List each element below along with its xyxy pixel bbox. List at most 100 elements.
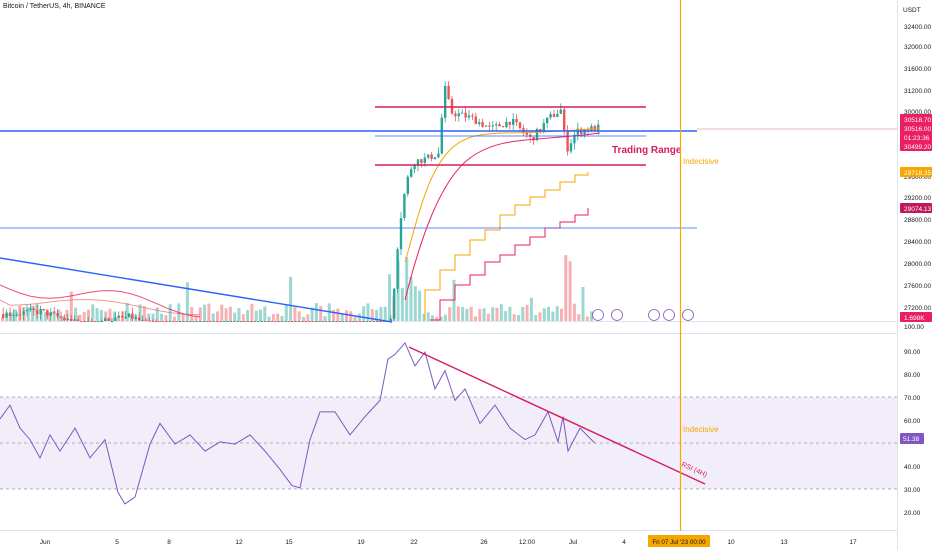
candle-body xyxy=(195,321,199,322)
price-tick-label: 29200.00 xyxy=(904,195,931,202)
volume-bar xyxy=(185,282,189,321)
candle-body xyxy=(127,313,131,318)
candle-body xyxy=(49,312,52,316)
volume-bar xyxy=(164,315,168,321)
volume-bar xyxy=(69,291,73,321)
time-tick-label: Jul xyxy=(569,539,578,546)
candle-body xyxy=(338,321,341,322)
volume-bar xyxy=(534,315,538,321)
volume-bar xyxy=(78,314,82,321)
rsi-tick-label: 30.00 xyxy=(904,487,921,494)
volume-bar xyxy=(538,312,542,321)
rsi-current-badge xyxy=(900,433,924,444)
volume-bar xyxy=(173,316,176,321)
candle-body xyxy=(471,115,474,117)
candle-body xyxy=(100,321,103,322)
volume-bar xyxy=(104,311,108,321)
volume-bar xyxy=(211,313,215,321)
volume-bar xyxy=(474,316,477,321)
candle-body xyxy=(87,320,90,322)
candle-body xyxy=(437,153,440,158)
candle-body xyxy=(155,321,158,322)
price-tick-label: 28000.00 xyxy=(904,261,931,268)
candle-body xyxy=(321,321,324,322)
candle-body xyxy=(348,321,352,322)
time-tick-label: 22 xyxy=(410,539,418,546)
candle-body xyxy=(212,321,216,322)
candle-body xyxy=(484,125,488,127)
time-tick-label: 17 xyxy=(849,539,857,546)
candle-body xyxy=(134,317,137,319)
volume-bar xyxy=(1,317,4,321)
stepped-line-orange xyxy=(424,172,589,320)
rsi-line xyxy=(0,341,596,505)
candle-body xyxy=(274,321,277,322)
volume-bar xyxy=(155,307,159,321)
trend-line xyxy=(0,257,393,323)
candle-body xyxy=(583,129,586,134)
candle-body xyxy=(209,321,212,322)
indecisive-label: Indecisive xyxy=(683,157,719,166)
candle-body xyxy=(36,310,39,315)
candle-body xyxy=(93,321,97,322)
volume-bar xyxy=(332,309,336,321)
time-tick-label: 8 xyxy=(167,539,171,546)
volume-bar xyxy=(560,308,563,321)
candle-body xyxy=(457,113,460,117)
candle-body xyxy=(518,122,522,128)
volume-bar xyxy=(310,307,314,321)
candle-body xyxy=(175,321,178,322)
price-badge xyxy=(900,312,932,322)
candle-body xyxy=(144,319,148,321)
volume-bar xyxy=(241,314,245,321)
trading-range-label: Trading Range xyxy=(612,145,682,156)
volume-bar xyxy=(353,316,357,321)
event-icon xyxy=(648,309,660,321)
candle-body xyxy=(223,321,226,322)
volume-bar xyxy=(379,306,383,321)
volume-bar xyxy=(551,311,555,321)
candle-body xyxy=(138,317,141,321)
volume-bar xyxy=(31,305,35,321)
candle-body xyxy=(389,318,392,321)
stepped-line-red xyxy=(430,208,589,321)
candle-body xyxy=(328,321,331,322)
candle-body xyxy=(63,317,66,321)
candle-body xyxy=(172,321,175,322)
volume-bar xyxy=(375,310,379,321)
volume-bar xyxy=(302,316,305,321)
time-tick-label: 12:00 xyxy=(519,539,536,546)
volume-bar xyxy=(542,308,546,321)
candle-body xyxy=(301,321,304,322)
volume-bar xyxy=(276,313,280,321)
volume-bar xyxy=(568,261,572,321)
candle-body xyxy=(467,115,471,118)
rsi-tick-label: 40.00 xyxy=(904,464,921,471)
candle-body xyxy=(423,157,426,163)
candle-body xyxy=(270,321,273,322)
candle-body xyxy=(304,321,307,322)
price-tick-label: 31200.00 xyxy=(904,88,931,95)
candle-body xyxy=(498,124,501,127)
price-tick-label: 28400.00 xyxy=(904,239,931,246)
price-badge xyxy=(900,123,932,133)
volume-bar xyxy=(147,313,151,321)
volume-bar xyxy=(263,306,267,321)
candle-body xyxy=(83,321,86,322)
volume-bar xyxy=(65,309,69,321)
candle-body xyxy=(474,116,477,125)
volume-bar xyxy=(340,313,344,321)
volume-bar xyxy=(525,304,529,321)
candle-body xyxy=(56,313,59,317)
symbol-title: Bitcoin / TetherUS, 4h, BINANCE xyxy=(3,3,106,10)
candle-body xyxy=(342,321,345,322)
volume-bar xyxy=(572,303,576,321)
volume-bar xyxy=(254,310,258,321)
candle-body xyxy=(107,318,110,321)
price-tick-label: 32000.00 xyxy=(904,44,931,51)
rsi-tick-label: 60.00 xyxy=(904,418,921,425)
candle-body xyxy=(573,134,576,144)
time-tick-label: Jun xyxy=(40,539,51,546)
candle-body xyxy=(362,321,365,322)
